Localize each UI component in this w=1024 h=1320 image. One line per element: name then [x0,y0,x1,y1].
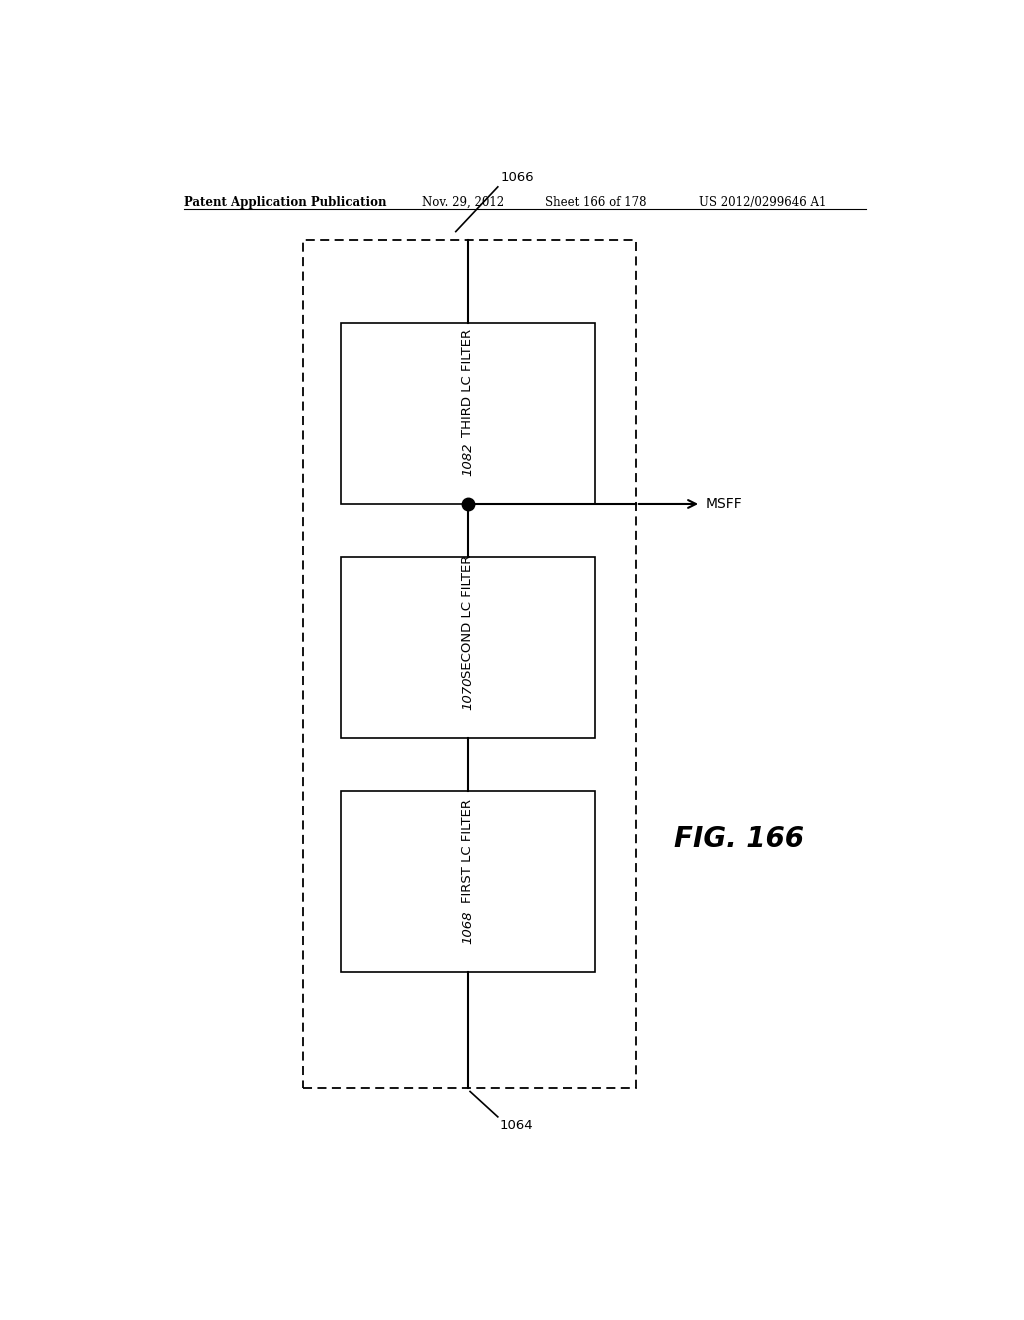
Text: 1066: 1066 [501,170,535,183]
Text: THIRD LC FILTER: THIRD LC FILTER [461,329,474,437]
Bar [341,791,595,972]
Text: US 2012/0299646 A1: US 2012/0299646 A1 [699,195,826,209]
Text: FIG. 166: FIG. 166 [674,825,804,854]
Text: Patent Application Publication: Patent Application Publication [183,195,386,209]
Text: 1068: 1068 [461,909,474,944]
Bar [303,240,636,1089]
Bar [341,557,595,738]
Bar [341,323,595,504]
Text: Sheet 166 of 178: Sheet 166 of 178 [545,195,646,209]
Text: Nov. 29, 2012: Nov. 29, 2012 [422,195,504,209]
Text: SECOND LC FILTER: SECOND LC FILTER [461,556,474,678]
Text: FIRST LC FILTER: FIRST LC FILTER [461,799,474,903]
Text: 1082: 1082 [461,442,474,477]
Text: 1070: 1070 [461,676,474,710]
Text: 1064: 1064 [500,1119,534,1131]
Text: MSFF: MSFF [706,496,742,511]
